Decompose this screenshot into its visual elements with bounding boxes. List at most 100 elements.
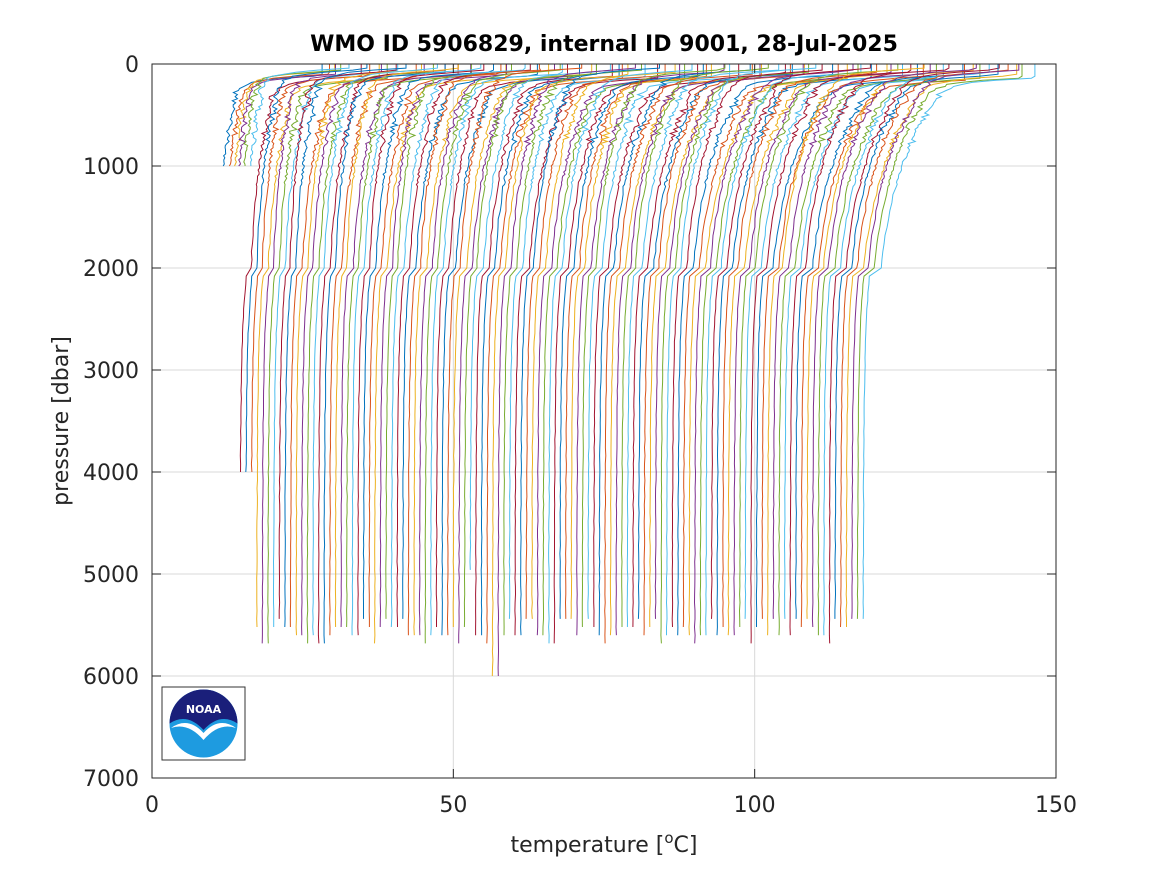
profile-line bbox=[851, 64, 1020, 619]
profile-line bbox=[637, 64, 793, 619]
profile-line bbox=[626, 64, 780, 628]
profile-line bbox=[334, 64, 459, 628]
profile-line bbox=[795, 64, 964, 619]
profile-line bbox=[716, 64, 872, 636]
profile-line bbox=[267, 64, 388, 644]
profile-line bbox=[385, 64, 512, 619]
profile-line bbox=[430, 64, 563, 636]
profile-line bbox=[475, 64, 613, 636]
profile-line bbox=[727, 64, 888, 636]
profile-line bbox=[351, 64, 482, 636]
profile-line bbox=[250, 64, 350, 167]
profile-line bbox=[441, 64, 580, 636]
profile-line bbox=[536, 64, 681, 636]
profile-line bbox=[256, 64, 380, 628]
x-axis-label: temperature [oC] bbox=[510, 829, 697, 858]
profile-line bbox=[289, 64, 417, 628]
profile-line bbox=[845, 64, 1018, 627]
y-tick-label: 4000 bbox=[83, 461, 139, 486]
x-tick-label: 150 bbox=[1035, 793, 1077, 818]
profile-line bbox=[671, 64, 823, 628]
logo-wave-icon bbox=[171, 723, 236, 740]
profiles bbox=[222, 64, 1036, 677]
profile-line bbox=[665, 64, 817, 636]
profile-line bbox=[435, 64, 568, 627]
profile-line bbox=[413, 64, 550, 636]
y-tick-label: 2000 bbox=[83, 257, 139, 282]
profile-line bbox=[738, 64, 899, 628]
profile-line bbox=[250, 64, 371, 473]
profile-line bbox=[379, 64, 507, 628]
profile-line bbox=[744, 64, 903, 619]
profile-line bbox=[576, 64, 725, 636]
profile-line bbox=[693, 64, 854, 644]
profile-line bbox=[834, 64, 999, 619]
y-tick-label: 7000 bbox=[83, 767, 139, 792]
profile-line bbox=[789, 64, 950, 636]
profile-line bbox=[531, 64, 676, 619]
profile-line bbox=[767, 64, 925, 636]
x-tick-label: 100 bbox=[734, 793, 776, 818]
profile-line bbox=[559, 64, 704, 619]
profile-line bbox=[272, 64, 399, 627]
profile-line bbox=[587, 64, 731, 619]
profile-line bbox=[856, 64, 1023, 619]
profile-line bbox=[750, 64, 912, 644]
profile-line bbox=[329, 64, 459, 636]
profile-line bbox=[497, 64, 636, 677]
profile-line bbox=[463, 64, 597, 628]
profile-line bbox=[407, 64, 542, 636]
profile-line bbox=[480, 64, 620, 636]
profile-line bbox=[306, 64, 434, 644]
profile-line bbox=[222, 64, 323, 167]
noaa-logo: NOAA bbox=[161, 686, 246, 761]
profile-line bbox=[301, 64, 425, 636]
profile-line bbox=[284, 64, 407, 628]
profile-line bbox=[581, 64, 726, 628]
profile-line bbox=[486, 64, 623, 644]
profile-line bbox=[660, 64, 810, 644]
profile-line bbox=[823, 64, 990, 636]
profile-line bbox=[654, 64, 804, 619]
profile-line bbox=[340, 64, 472, 628]
profile-line bbox=[862, 64, 1036, 619]
x-axis-label-suffix: C] bbox=[674, 833, 698, 858]
profile-line bbox=[621, 64, 769, 627]
profile-line bbox=[446, 64, 583, 636]
profile-line bbox=[761, 64, 924, 619]
profile-line bbox=[722, 64, 878, 627]
profile-line bbox=[800, 64, 966, 628]
profile-line bbox=[649, 64, 805, 628]
profile-line bbox=[295, 64, 422, 636]
profile-line bbox=[357, 64, 485, 636]
x-axis-label-sup: o bbox=[664, 829, 673, 847]
profile-line bbox=[615, 64, 761, 636]
profile-line bbox=[817, 64, 981, 636]
y-tick-label: 6000 bbox=[83, 665, 139, 690]
y-tick-label: 5000 bbox=[83, 563, 139, 588]
profile-line bbox=[418, 64, 555, 636]
profile-line bbox=[503, 64, 642, 636]
profile-line bbox=[508, 64, 646, 619]
profile-line bbox=[520, 64, 660, 636]
y-tick-label: 3000 bbox=[83, 359, 139, 384]
profile-line bbox=[705, 64, 862, 636]
profile-line bbox=[733, 64, 892, 636]
y-tick-label: 1000 bbox=[83, 155, 139, 180]
profile-line bbox=[604, 64, 753, 644]
profile-line bbox=[402, 64, 538, 619]
profile-line bbox=[234, 64, 336, 167]
profile-line bbox=[542, 64, 686, 636]
profile-line bbox=[598, 64, 751, 636]
plot-frame bbox=[151, 63, 1057, 779]
x-axis-label-prefix: temperature [ bbox=[510, 833, 664, 858]
profile-line bbox=[373, 64, 507, 644]
profile-line bbox=[278, 64, 397, 619]
x-tick-label: 50 bbox=[439, 793, 467, 818]
profile-line bbox=[390, 64, 526, 628]
chart-title: WMO ID 5906829, internal ID 9001, 28-Jul… bbox=[310, 32, 898, 57]
profile-line bbox=[362, 64, 494, 619]
profile-line bbox=[452, 64, 593, 627]
profile-line bbox=[828, 64, 1000, 644]
